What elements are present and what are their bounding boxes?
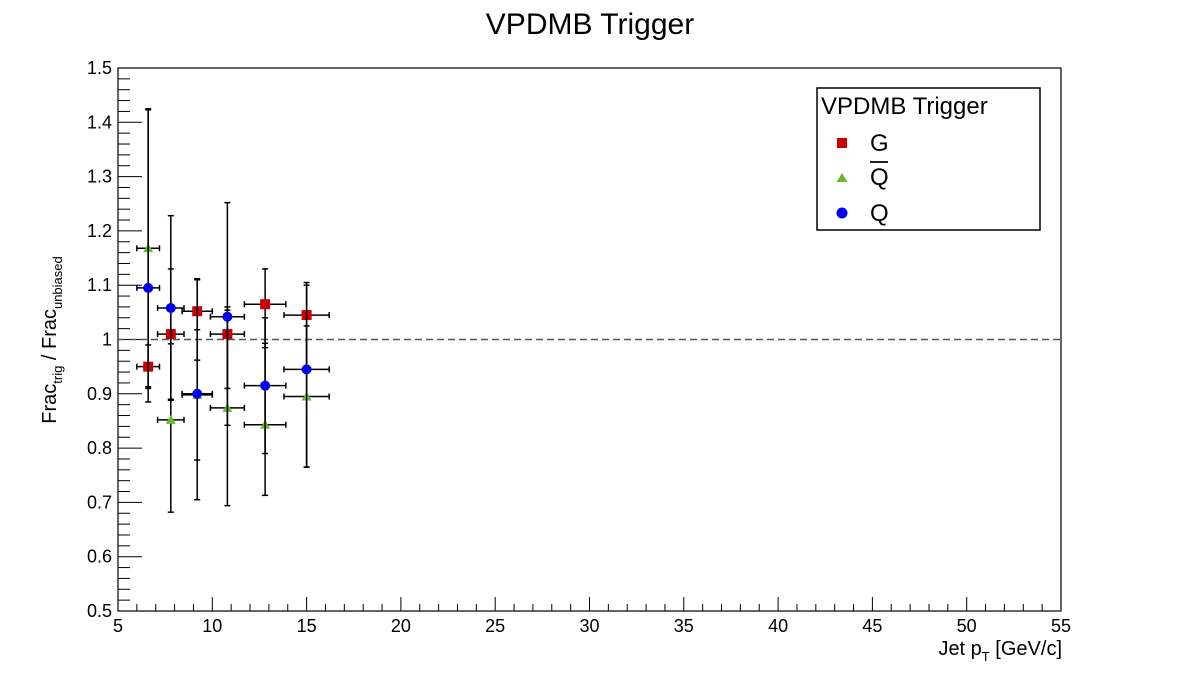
data-point-circle [301, 364, 312, 375]
y-axis-label-part2: / Frac [39, 309, 61, 366]
series-triangle [136, 109, 330, 513]
x-axis-label-subscript: T [982, 649, 990, 664]
x-tick-label: 45 [862, 616, 882, 636]
x-tick-label: 50 [957, 616, 977, 636]
x-tick-label: 55 [1051, 616, 1071, 636]
x-tick-label: 5 [113, 616, 123, 636]
legend-marker-square [837, 138, 847, 148]
y-axis: 0.5 0.6 0.7 0.8 0.9 1 1.1 1.2 1.3 1.4 1.5 [87, 58, 142, 621]
data-series-group [136, 107, 330, 513]
data-point-circle [222, 311, 233, 322]
x-tick-label: 15 [297, 616, 317, 636]
y-tick-label: 1.3 [87, 167, 112, 187]
x-tick-label: 30 [579, 616, 599, 636]
y-tick-label: 1.1 [87, 275, 112, 295]
legend-marker-circle [836, 207, 848, 219]
series-circle [136, 107, 330, 501]
x-tick-label: 25 [485, 616, 505, 636]
legend-entry-g: G [837, 130, 889, 157]
x-axis-label-main: Jet p [938, 638, 981, 660]
data-point-circle [260, 380, 271, 391]
y-axis-label-part1: Frac [39, 384, 61, 424]
legend-entry-qbar: Q [836, 161, 889, 191]
x-axis-label: Jet pT [GeV/c] [938, 638, 1062, 664]
data-point-triangle [165, 414, 176, 424]
y-tick-label: 0.9 [87, 384, 112, 404]
legend-marker-triangle [836, 173, 848, 182]
data-point-square [260, 299, 271, 310]
y-axis-label: Fractrig / Fracunbiased [39, 256, 65, 424]
y-axis-label-sub1: trig [50, 366, 65, 384]
x-tick-label: 20 [391, 616, 411, 636]
y-tick-label: 1.5 [87, 58, 112, 78]
y-tick-label: 1.4 [87, 112, 112, 132]
y-tick-label: 1 [102, 330, 112, 350]
x-axis-label-unit: [GeV/c] [990, 638, 1062, 660]
data-point-circle [165, 303, 176, 314]
legend-label-g: G [870, 130, 889, 157]
x-axis: 5 10 15 20 25 30 35 40 45 50 55 [113, 597, 1071, 636]
legend-label-q: Q [870, 200, 889, 227]
y-tick-label: 0.7 [87, 492, 112, 512]
series-square [136, 268, 330, 400]
y-tick-label: 0.6 [87, 547, 112, 567]
data-point-circle [192, 388, 203, 399]
legend-label-qbar: Q [870, 164, 889, 191]
x-tick-label: 10 [202, 616, 222, 636]
y-tick-label: 0.5 [87, 601, 112, 621]
y-tick-label: 1.2 [87, 221, 112, 241]
data-point-circle [143, 282, 154, 293]
x-tick-label: 40 [768, 616, 788, 636]
y-axis-label-sub2: unbiased [50, 256, 65, 309]
x-tick-label: 35 [674, 616, 694, 636]
y-tick-label: 0.8 [87, 438, 112, 458]
legend-entry-q: Q [836, 200, 889, 227]
legend-box [816, 87, 1041, 231]
legend-title: VPDMB Trigger [821, 93, 988, 120]
chart-title: VPDMB Trigger [486, 8, 694, 41]
legend: VPDMB Trigger G Q Q [816, 87, 1041, 231]
